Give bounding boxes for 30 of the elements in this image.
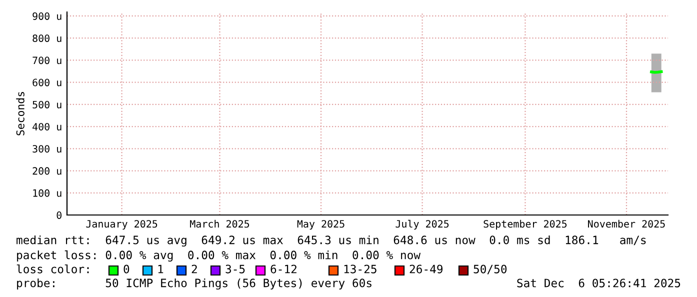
text: Sat Dec 6 05:26:41 2025 [517, 278, 680, 288]
y-tick-label: 400 u [32, 122, 62, 131]
y-tick-label: 700 u [32, 56, 62, 64]
text: 0 [124, 264, 130, 274]
y-tick-label: 800 u [32, 34, 62, 42]
x-tick-label: March 2025 [190, 220, 250, 228]
text: median rtt: 647.5 us avg 649.2 us max 645.3 us min 648.6 us now 0.0 ms sd 186.1 am/s [16, 235, 646, 247]
text: 2 [192, 264, 197, 274]
y-tick-label: 200 u [32, 167, 62, 175]
x-tick-label: September 2025 [484, 220, 567, 230]
y-tick-label: 300 u [32, 145, 62, 153]
text: 6-12 [270, 264, 296, 274]
text: 1 [158, 264, 164, 274]
y-tick-label: 500 u [32, 100, 62, 108]
text: 13-25 [344, 264, 376, 274]
text: packet loss: 0.00 % avg 0.00 % max 0.00 % min 0.00 % now [17, 250, 421, 262]
text: 26-49 [410, 264, 443, 274]
text: probe: 50 ICMP Echo Pings (56 Bytes) every 60s [17, 278, 372, 290]
y-tick-label: 600 u [32, 78, 62, 86]
x-tick-label: November 2025 [588, 220, 665, 228]
text: 50/50 [474, 264, 507, 274]
y-axis-title: Seconds [16, 92, 24, 136]
y-tick-label: 100 u [33, 189, 62, 197]
y-tick-label: 900 u [32, 12, 62, 20]
x-tick-label: July 2025 [396, 220, 449, 230]
y-tick-label: 0 [56, 211, 62, 219]
text: loss color: [16, 264, 89, 274]
x-tick-label: January 2025 [86, 220, 158, 230]
x-tick-label: May 2025 [297, 220, 344, 230]
text: 3-5 [226, 264, 245, 274]
